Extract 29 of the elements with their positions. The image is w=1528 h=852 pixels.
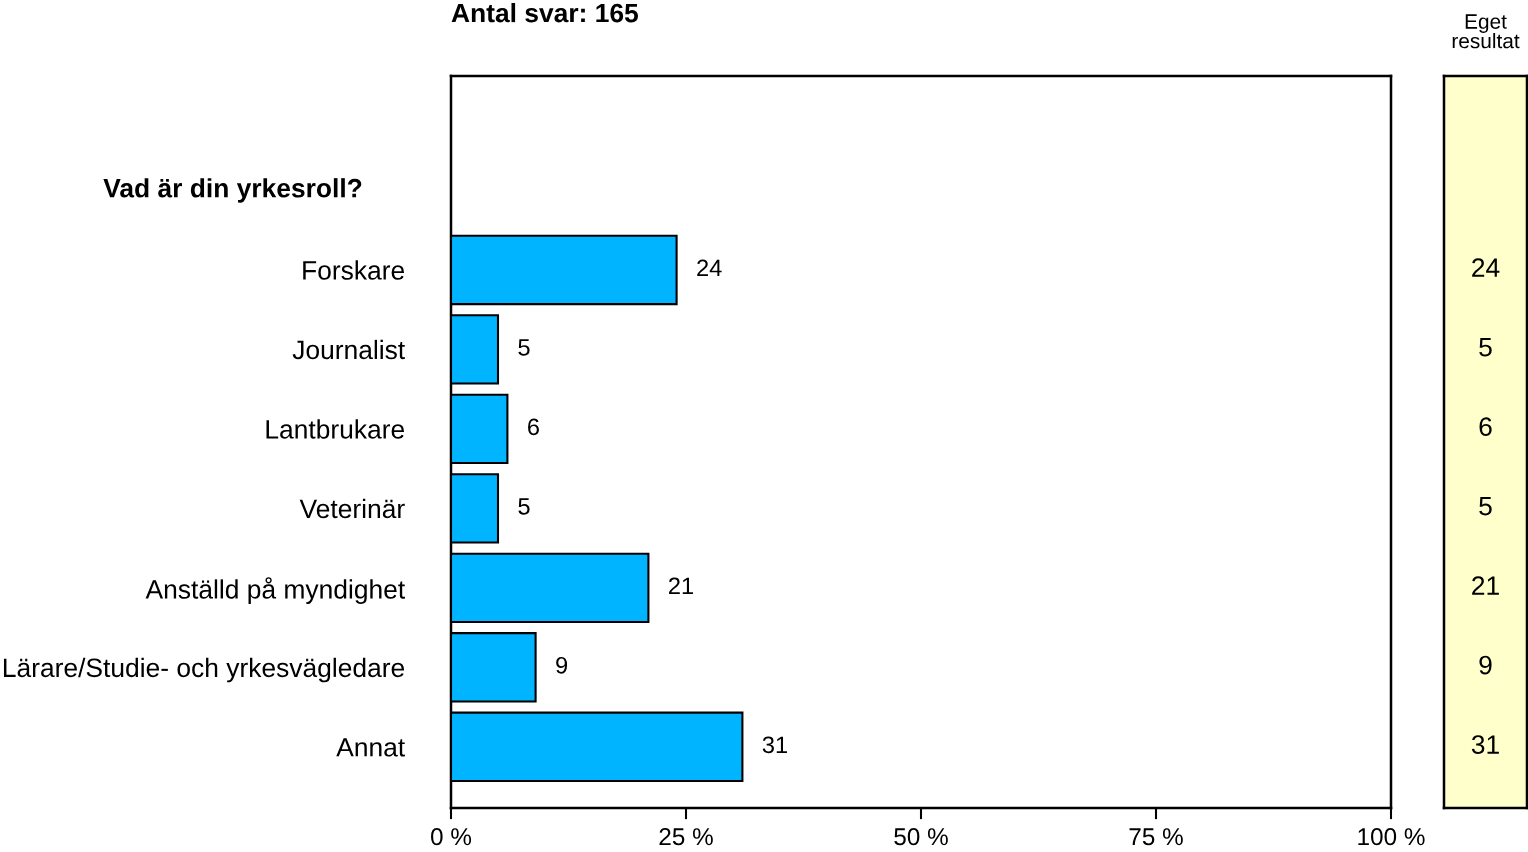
- data-label: 6: [1479, 417, 1492, 436]
- y-tick-label: Veterinär: [299, 498, 405, 519]
- data-label: 24: [697, 259, 722, 277]
- text: Vad är din yrkesroll?: [103, 178, 362, 203]
- x-tick-label: 0 %: [431, 828, 472, 846]
- chart-title: Antal svar: 165: [451, 3, 639, 23]
- data-label: 21: [669, 577, 693, 594]
- y-tick-label: Lärare/Studie- och yrkesvägledare: [3, 657, 405, 683]
- y-tick-label: Forskare: [303, 260, 404, 280]
- x-tick-label: 25 %: [659, 828, 713, 846]
- y-tick-label: Journalist: [292, 339, 405, 360]
- data-label: 5: [518, 498, 530, 515]
- data-label: 5: [1479, 497, 1492, 516]
- data-label: 24: [1472, 258, 1500, 277]
- x-tick-label: 50 %: [894, 828, 948, 846]
- x-tick-label: 75 %: [1129, 828, 1183, 846]
- data-label: 9: [556, 656, 568, 674]
- data-label: 21: [1472, 576, 1499, 595]
- data-label: 31: [1471, 735, 1499, 754]
- data-label: 5: [1479, 338, 1492, 357]
- text: Eget resultat: [1452, 14, 1520, 49]
- data-label: 31: [762, 736, 787, 754]
- y-tick-label: Anställd på myndighet: [145, 577, 405, 604]
- data-label: 9: [1479, 655, 1492, 675]
- data-label: 6: [528, 418, 539, 436]
- data-label: 5: [518, 339, 530, 356]
- y-tick-label: Lantbrukare: [266, 419, 405, 439]
- x-tick-label: 100 %: [1358, 828, 1425, 846]
- y-tick-label: Annat: [336, 738, 405, 757]
